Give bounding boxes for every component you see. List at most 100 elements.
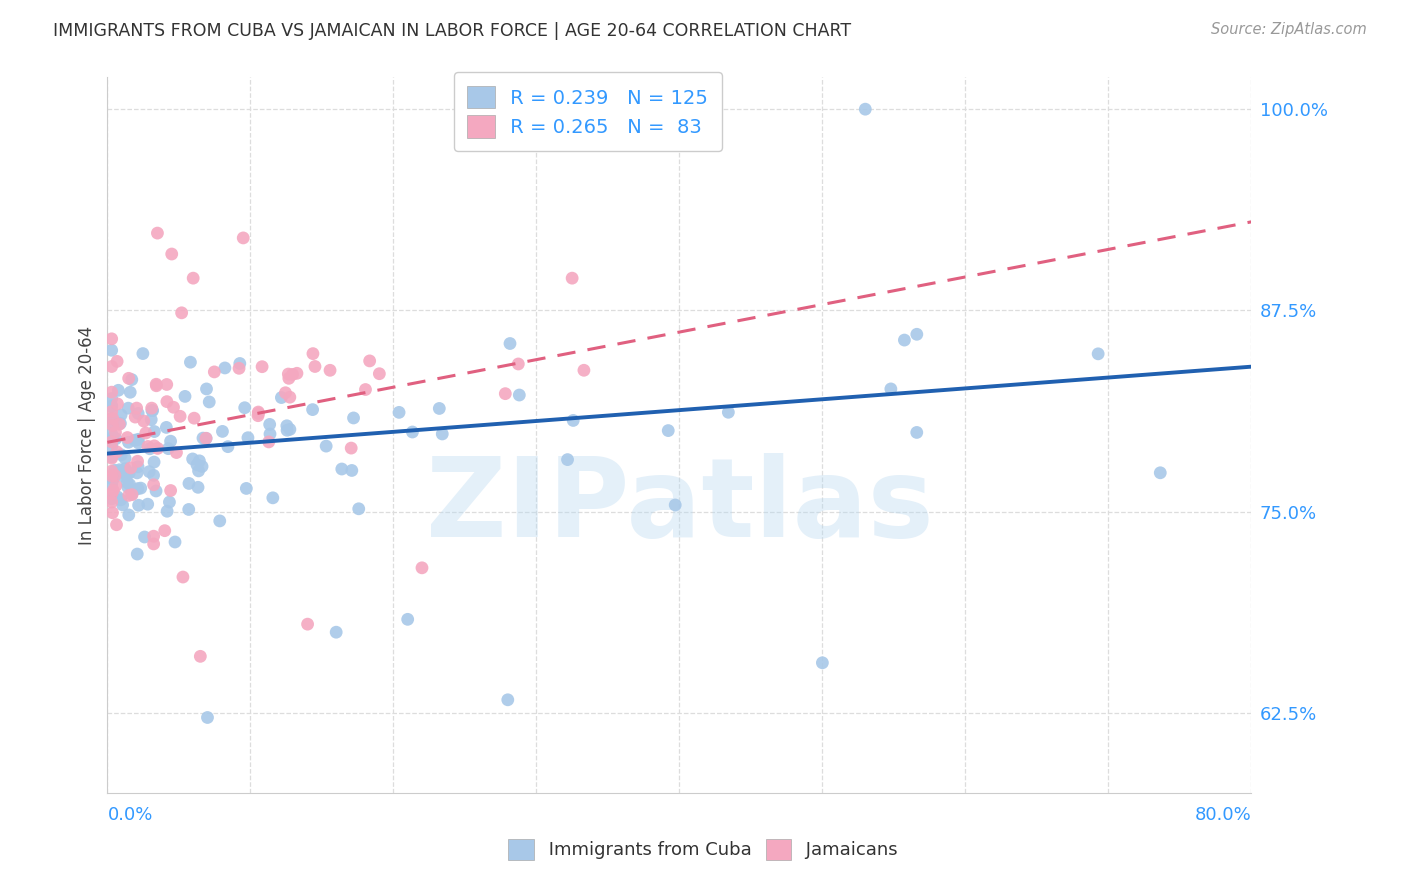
Point (202, 365, 225, 379)
Point (277, 367, 299, 381)
Point (562, 413, 585, 427)
Point (142, 477, 165, 491)
Point (100, 495, 122, 509)
Point (160, 247, 183, 261)
Point (100, 392, 122, 406)
Point (121, 488, 143, 502)
Point (340, 441, 363, 455)
Point (118, 488, 141, 502)
Point (142, 468, 165, 483)
Point (111, 498, 134, 512)
Point (247, 409, 270, 423)
Point (100, 450, 122, 464)
Point (143, 439, 166, 453)
Point (494, 386, 516, 401)
Point (128, 498, 150, 512)
Point (128, 436, 150, 450)
Point (188, 649, 211, 664)
Point (177, 476, 200, 491)
Text: 80.0%: 80.0% (1195, 806, 1251, 824)
Point (117, 401, 139, 416)
Point (432, 426, 454, 441)
Point (186, 458, 208, 472)
Point (118, 466, 141, 480)
Point (259, 427, 281, 442)
Point (235, 482, 257, 496)
Point (114, 461, 136, 475)
Point (181, 452, 204, 467)
Point (811, 656, 834, 670)
Point (905, 327, 928, 342)
Point (118, 477, 141, 491)
Point (208, 514, 231, 528)
Point (117, 435, 139, 450)
Point (112, 469, 135, 483)
Point (125, 466, 148, 480)
Point (118, 508, 141, 522)
Point (270, 391, 292, 405)
Point (319, 363, 342, 377)
Point (110, 464, 132, 478)
Point (276, 423, 298, 437)
Point (262, 491, 284, 505)
Point (330, 462, 353, 476)
Point (354, 383, 377, 397)
Point (100, 332, 122, 346)
Point (142, 529, 165, 543)
Point (187, 480, 209, 494)
Point (124, 410, 146, 425)
Point (101, 411, 124, 425)
Point (138, 465, 160, 479)
Point (143, 425, 166, 439)
Point (100, 464, 122, 478)
Point (125, 401, 148, 416)
Point (100, 385, 122, 400)
Point (499, 336, 522, 351)
Point (100, 399, 122, 413)
Y-axis label: In Labor Force | Age 20-64: In Labor Force | Age 20-64 (79, 326, 96, 545)
Point (188, 454, 211, 468)
Point (508, 388, 530, 402)
Point (104, 463, 127, 477)
Point (100, 468, 122, 483)
Point (170, 306, 193, 320)
Point (214, 361, 236, 376)
Point (250, 359, 273, 374)
Point (101, 418, 124, 433)
Point (195, 431, 218, 445)
Point (315, 439, 337, 453)
Point (118, 371, 141, 385)
Point (127, 406, 149, 420)
Point (411, 561, 433, 575)
Point (100, 359, 122, 374)
Point (146, 226, 169, 240)
Point (155, 420, 177, 434)
Point (100, 451, 122, 466)
Point (132, 346, 155, 360)
Point (572, 363, 595, 377)
Point (141, 401, 163, 416)
Point (104, 432, 127, 446)
Point (368, 367, 391, 381)
Point (211, 425, 233, 439)
Point (100, 491, 122, 506)
Point (146, 442, 169, 456)
Point (124, 433, 146, 447)
Point (561, 271, 583, 285)
Point (229, 356, 252, 370)
Text: Source: ZipAtlas.com: Source: ZipAtlas.com (1211, 22, 1367, 37)
Point (142, 537, 165, 551)
Point (427, 401, 450, 416)
Point (110, 492, 132, 507)
Point (107, 490, 129, 504)
Point (136, 440, 159, 454)
Point (1087, 347, 1109, 361)
Point (194, 431, 217, 445)
Point (101, 433, 124, 447)
Point (101, 506, 124, 520)
Point (105, 445, 128, 459)
Point (159, 495, 181, 509)
Point (141, 403, 163, 417)
Point (396, 612, 419, 626)
Point (187, 464, 209, 478)
